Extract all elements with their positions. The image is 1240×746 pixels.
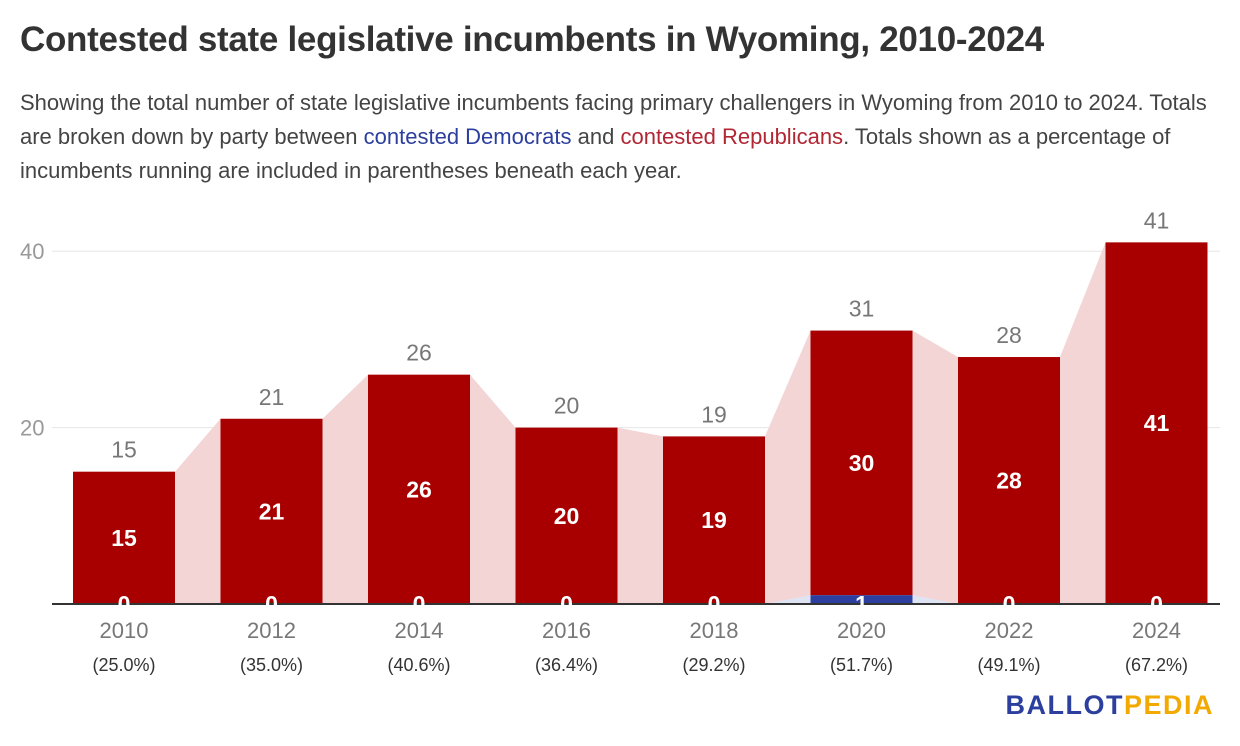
democrat-value-label: 0 bbox=[560, 591, 573, 617]
ballotpedia-logo: BALLOTPEDIA bbox=[1005, 690, 1214, 721]
y-tick-label: 40 bbox=[20, 239, 44, 264]
logo-pedia-text: PEDIA bbox=[1123, 690, 1214, 720]
democrat-value-label: 0 bbox=[413, 591, 426, 617]
republican-value-label: 19 bbox=[701, 507, 727, 533]
logo-ballot-text: BALLOT bbox=[1005, 690, 1124, 720]
total-label: 15 bbox=[111, 437, 137, 463]
republican-bar bbox=[368, 374, 470, 604]
x-tick-label: 2024 bbox=[1132, 618, 1181, 643]
total-label: 31 bbox=[849, 296, 875, 322]
percentage-label: (51.7%) bbox=[830, 655, 893, 675]
subtitle-text-3: . Totals shown as a percentage of incumb… bbox=[20, 124, 1171, 183]
democrat-value-label: 0 bbox=[265, 591, 278, 617]
democrat-value-label: 0 bbox=[1150, 591, 1163, 617]
subtitle-republicans-label: contested Republicans bbox=[620, 124, 844, 149]
total-label: 21 bbox=[259, 384, 285, 410]
democrat-value-label: 0 bbox=[118, 591, 131, 617]
republican-bar bbox=[1105, 242, 1208, 604]
republican-value-label: 28 bbox=[996, 468, 1022, 494]
subtitle-democrats-label: contested Democrats bbox=[363, 124, 572, 149]
democrat-bar bbox=[810, 595, 913, 604]
percentage-label: (40.6%) bbox=[387, 655, 450, 675]
republican-value-label: 26 bbox=[406, 476, 432, 502]
republican-value-label: 15 bbox=[111, 525, 137, 551]
y-tick-label: 20 bbox=[20, 416, 44, 441]
subtitle-text-1: Showing the total number of state legisl… bbox=[20, 90, 1207, 149]
subtitle-text-2: and bbox=[571, 124, 621, 149]
total-label: 26 bbox=[406, 340, 432, 366]
democrats-area bbox=[73, 595, 1208, 604]
republican-bar bbox=[810, 330, 913, 596]
republican-bar bbox=[515, 427, 618, 604]
x-tick-label: 2014 bbox=[395, 618, 444, 643]
percentage-label: (67.2%) bbox=[1125, 655, 1188, 675]
x-tick-label: 2016 bbox=[542, 618, 591, 643]
percentage-label: (36.4%) bbox=[535, 655, 598, 675]
republican-bar bbox=[73, 471, 175, 604]
republican-value-label: 20 bbox=[554, 503, 580, 529]
x-tick-label: 2022 bbox=[985, 618, 1034, 643]
republican-bar bbox=[958, 357, 1060, 604]
percentage-label: (29.2%) bbox=[682, 655, 745, 675]
percentage-label: (25.0%) bbox=[92, 655, 155, 675]
republican-bar bbox=[663, 436, 765, 604]
total-label: 41 bbox=[1144, 207, 1170, 233]
chart-title: Contested state legislative incumbents i… bbox=[20, 20, 1044, 59]
x-tick-label: 2010 bbox=[100, 618, 149, 643]
republican-value-label: 30 bbox=[849, 450, 875, 476]
chart-subtitle: Showing the total number of state legisl… bbox=[20, 86, 1220, 188]
total-label: 19 bbox=[701, 401, 727, 427]
percentage-label: (35.0%) bbox=[240, 655, 303, 675]
democrat-value-label: 0 bbox=[708, 591, 721, 617]
x-tick-label: 2012 bbox=[247, 618, 296, 643]
republican-bar bbox=[220, 418, 323, 604]
percentage-label: (49.1%) bbox=[977, 655, 1040, 675]
democrat-value-label: 1 bbox=[855, 591, 868, 617]
republican-value-label: 41 bbox=[1144, 410, 1170, 436]
total-label: 20 bbox=[554, 393, 580, 419]
x-tick-label: 2020 bbox=[837, 618, 886, 643]
republican-value-label: 21 bbox=[259, 498, 285, 524]
totals-area bbox=[73, 242, 1208, 604]
x-tick-label: 2018 bbox=[690, 618, 739, 643]
democrat-value-label: 0 bbox=[1003, 591, 1016, 617]
total-label: 28 bbox=[996, 322, 1022, 348]
